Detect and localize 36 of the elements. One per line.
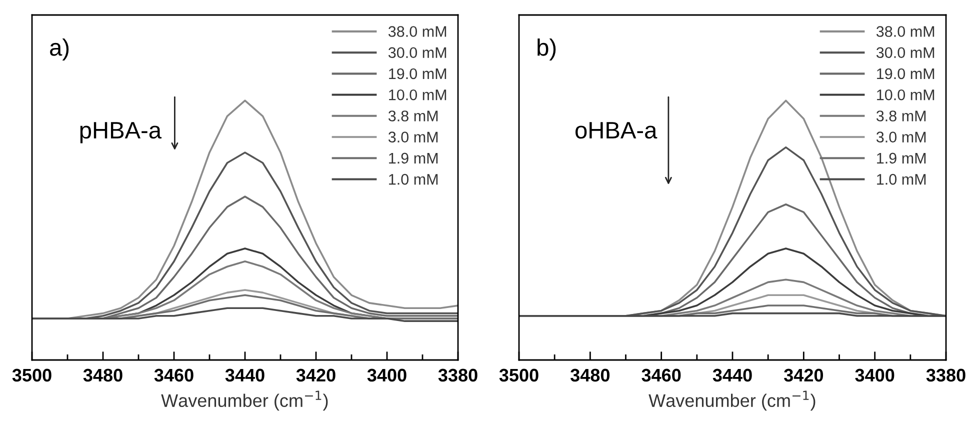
x-tick-label: 3440: [225, 368, 264, 382]
legend-label: 19.0 mM: [877, 68, 934, 80]
x-tick-label: 3420: [784, 368, 824, 382]
x-tick-label: 3480: [570, 368, 610, 382]
text: b): [538, 38, 556, 60]
x-tick-label: 3500: [499, 368, 538, 382]
x-tick-label: 3400: [367, 368, 406, 382]
legend-label: 3.8 mM: [876, 110, 926, 122]
legend-label: 1.9 mM: [877, 152, 926, 164]
x-tick-label: 3380: [438, 368, 478, 382]
legend-label: 30.0 mM: [876, 47, 934, 58]
legend-label: 3.8 mM: [388, 110, 438, 122]
x-tick-label: 3460: [642, 368, 681, 382]
x-tick-label: 3400: [855, 368, 894, 382]
x-tick-label: 3480: [83, 368, 122, 382]
legend-label: 38.0 mM: [388, 26, 446, 37]
x-tick-label: 3380: [926, 368, 966, 382]
annotation: oHBA-a: [576, 122, 658, 139]
legend-label: 38.0 mM: [876, 26, 934, 37]
legend-label: 1.0 mM: [877, 174, 926, 185]
x-tick-label: 3420: [296, 368, 336, 382]
annotation: pHBA-a: [80, 122, 162, 144]
legend-label: 3.0 mM: [876, 132, 926, 142]
legend-label: 10.0 mM: [877, 89, 934, 100]
x-tick-label: 3440: [712, 368, 752, 382]
x-axis-title: Wavenumber (cm$^{−1}$): [161, 390, 328, 411]
legend-label: 10.0 mM: [389, 89, 446, 100]
legend-label: 3.0 mM: [388, 132, 438, 142]
legend-label: 1.0 mM: [389, 174, 438, 185]
legend-label: 30.0 mM: [388, 47, 446, 58]
legend-label: 19.0 mM: [389, 68, 446, 80]
x-tick-label: 3460: [154, 368, 194, 382]
text: a): [50, 38, 69, 60]
x-tick-label: 3500: [12, 368, 52, 382]
legend-label: 1.9 mM: [389, 152, 438, 164]
x-axis-title: Wavenumber (cm$^{−1}$): [648, 390, 816, 411]
